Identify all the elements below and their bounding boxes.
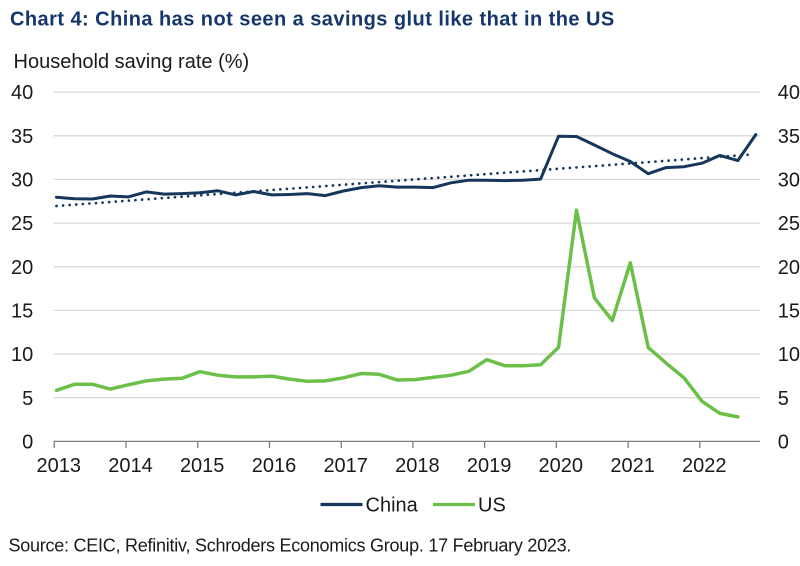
svg-text:2016: 2016 [252, 455, 297, 477]
svg-text:2018: 2018 [395, 455, 440, 477]
svg-text:2021: 2021 [610, 455, 655, 477]
svg-text:2017: 2017 [323, 455, 368, 477]
svg-text:30: 30 [778, 170, 800, 192]
svg-text:Chart 4: China has not seen a: Chart 4: China has not seen a savings gl… [10, 9, 615, 31]
svg-text:0: 0 [778, 432, 789, 454]
svg-text:40: 40 [778, 82, 800, 104]
svg-text:20: 20 [11, 257, 33, 279]
svg-text:5: 5 [778, 388, 789, 410]
svg-text:10: 10 [11, 344, 33, 366]
svg-text:2019: 2019 [467, 455, 512, 477]
svg-text:China: China [366, 495, 419, 517]
svg-text:30: 30 [11, 170, 33, 192]
svg-text:15: 15 [11, 301, 33, 323]
svg-text:10: 10 [778, 344, 800, 366]
svg-text:40: 40 [11, 82, 33, 104]
svg-text:Source: CEIC, Refinitiv, Schro: Source: CEIC, Refinitiv, Schroders Econo… [9, 536, 572, 556]
svg-text:35: 35 [11, 126, 33, 148]
svg-text:2022: 2022 [682, 455, 727, 477]
svg-text:0: 0 [22, 432, 33, 454]
svg-text:Household saving rate (%): Household saving rate (%) [14, 51, 250, 73]
svg-text:25: 25 [11, 213, 33, 235]
svg-text:2014: 2014 [108, 455, 153, 477]
svg-text:5: 5 [22, 388, 33, 410]
svg-text:25: 25 [778, 213, 800, 235]
svg-text:35: 35 [778, 126, 800, 148]
svg-text:15: 15 [778, 301, 800, 323]
svg-text:2020: 2020 [539, 455, 584, 477]
svg-text:2013: 2013 [37, 455, 82, 477]
svg-text:US: US [478, 495, 506, 517]
svg-text:20: 20 [778, 257, 800, 279]
svg-text:2015: 2015 [180, 455, 225, 477]
